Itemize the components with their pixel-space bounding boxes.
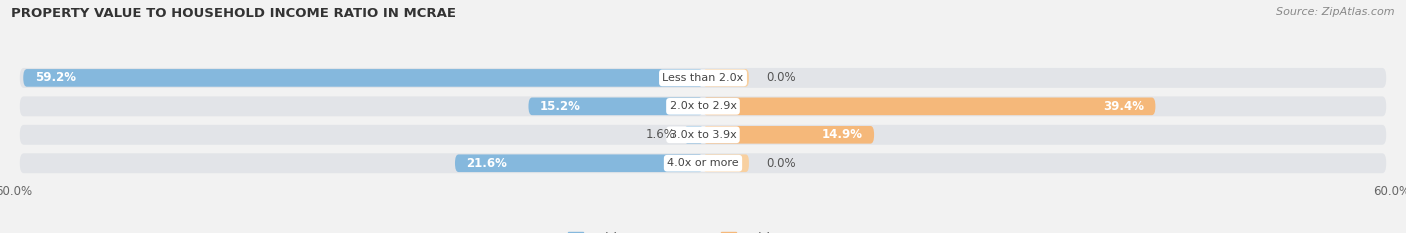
FancyBboxPatch shape — [703, 98, 1156, 115]
Text: 39.4%: 39.4% — [1102, 100, 1144, 113]
FancyBboxPatch shape — [703, 154, 749, 172]
Text: Less than 2.0x: Less than 2.0x — [662, 73, 744, 83]
FancyBboxPatch shape — [685, 126, 703, 144]
FancyBboxPatch shape — [703, 69, 749, 87]
Text: 3.0x to 3.9x: 3.0x to 3.9x — [669, 130, 737, 140]
Text: 59.2%: 59.2% — [35, 71, 76, 84]
Text: 21.6%: 21.6% — [467, 157, 508, 170]
Text: 4.0x or more: 4.0x or more — [668, 158, 738, 168]
Legend: Without Mortgage, With Mortgage: Without Mortgage, With Mortgage — [562, 227, 844, 233]
FancyBboxPatch shape — [20, 96, 1386, 116]
Text: 15.2%: 15.2% — [540, 100, 581, 113]
Text: Source: ZipAtlas.com: Source: ZipAtlas.com — [1277, 7, 1395, 17]
FancyBboxPatch shape — [456, 154, 703, 172]
FancyBboxPatch shape — [20, 153, 1386, 173]
FancyBboxPatch shape — [24, 69, 703, 87]
FancyBboxPatch shape — [703, 126, 875, 144]
Text: 0.0%: 0.0% — [766, 157, 796, 170]
FancyBboxPatch shape — [20, 125, 1386, 145]
Text: 2.0x to 2.9x: 2.0x to 2.9x — [669, 101, 737, 111]
Text: 14.9%: 14.9% — [821, 128, 863, 141]
FancyBboxPatch shape — [20, 68, 1386, 88]
Text: 0.0%: 0.0% — [766, 71, 796, 84]
Text: 1.6%: 1.6% — [645, 128, 675, 141]
FancyBboxPatch shape — [529, 98, 703, 115]
Text: PROPERTY VALUE TO HOUSEHOLD INCOME RATIO IN MCRAE: PROPERTY VALUE TO HOUSEHOLD INCOME RATIO… — [11, 7, 457, 20]
